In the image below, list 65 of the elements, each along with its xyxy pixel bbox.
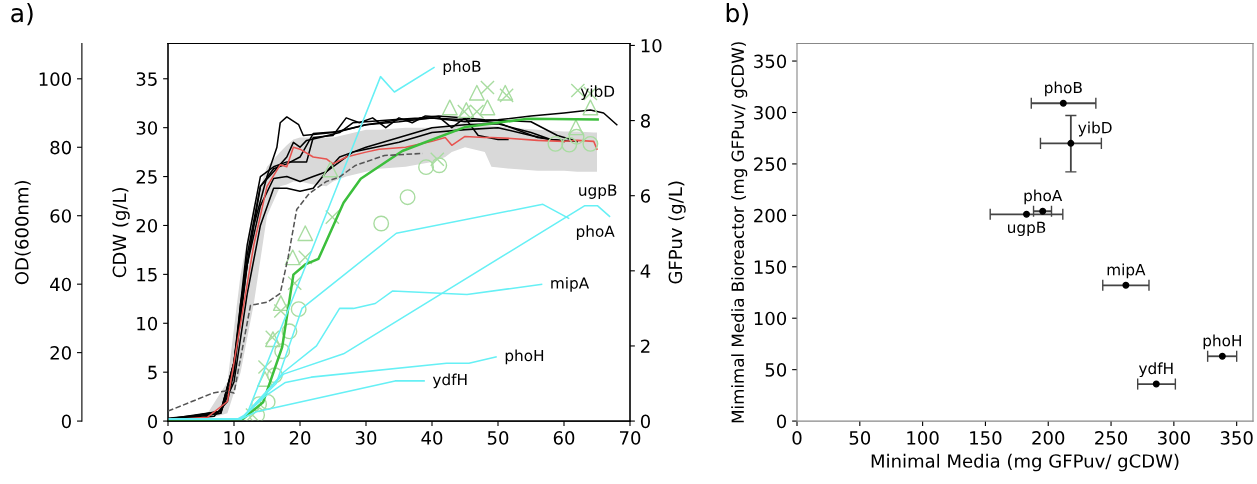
y-axis-title: CDW (g/L) [112, 187, 130, 278]
y-tick-label: 250 [754, 157, 787, 172]
x-tick-label: 60 [553, 431, 575, 445]
y2-tick-label: 8 [640, 114, 650, 128]
series-label: ydfH [1138, 362, 1173, 378]
series-label: ydfH [432, 373, 467, 389]
y3-tick-label: 100 [39, 72, 71, 86]
y3-tick-label: 60 [50, 209, 71, 223]
series-label: phoA [576, 225, 615, 240]
series-label: yibD [580, 85, 615, 100]
y-tick-label: 20 [136, 218, 158, 233]
x-tick-label: 100 [907, 431, 939, 445]
x-tick-label: 30 [355, 431, 377, 445]
y-tick-label: 150 [754, 260, 787, 274]
x-tick-label: 200 [1032, 431, 1065, 445]
y3-tick-label: 0 [61, 414, 71, 429]
y2-tick-label: 2 [641, 339, 650, 353]
y-tick-label: 0 [147, 414, 158, 429]
series-label: phoB [443, 60, 481, 75]
series-label: mipA [1107, 263, 1146, 279]
series-label: phoA [1024, 189, 1063, 205]
y-axis-title: Mimimal Media Bioreactor (mg GFPuv/ gCDW) [731, 42, 748, 423]
y-tick-label: 25 [136, 170, 157, 184]
y-tick-label: 35 [136, 72, 157, 86]
series-label: phoH [1203, 334, 1241, 350]
x-tick-label: 350 [1220, 431, 1253, 445]
y-tick-label: 50 [765, 363, 787, 377]
chart-title: a) [11, 3, 33, 26]
series-label: yibD [1078, 121, 1112, 137]
x-tick-label: 40 [421, 431, 443, 445]
chart-title: b) [726, 3, 748, 26]
x-tick-label: 0 [163, 431, 173, 445]
x-tick-label: 10 [224, 431, 245, 445]
y2-tick-label: 6 [640, 189, 651, 203]
y-tick-label: 350 [754, 54, 787, 69]
y-tick-label: 200 [754, 208, 787, 223]
y-tick-label: 100 [754, 311, 787, 326]
y-tick-label: 15 [137, 268, 157, 282]
y2-tick-label: 10 [641, 38, 662, 53]
y-tick-label: 5 [148, 365, 157, 380]
y3-tick-label: 80 [50, 140, 71, 155]
y2-axis-title: GFPuv (g/L) [668, 181, 686, 284]
x-tick-label: 300 [1158, 431, 1190, 445]
x-tick-label: 20 [289, 431, 311, 445]
series-label: phoH [505, 349, 544, 365]
y3-tick-label: 40 [50, 277, 71, 292]
series-label: ugpB [579, 184, 617, 199]
y3-axis-title: OD(600nm) [14, 181, 31, 285]
y-tick-label: 0 [776, 414, 787, 429]
x-axis-title: Minimal Media (mg GFPuv/ gCDW) [871, 453, 1179, 472]
x-tick-label: 150 [970, 431, 1002, 445]
series-label: phoB [1045, 81, 1082, 97]
x-tick-label: 0 [792, 431, 802, 445]
y-tick-label: 300 [754, 105, 787, 120]
y-tick-label: 30 [136, 121, 158, 135]
series-label: mipA [551, 276, 590, 292]
x-tick-label: 250 [1095, 431, 1128, 445]
y2-tick-label: 0 [640, 414, 651, 429]
x-tick-label: 70 [619, 431, 641, 445]
y2-tick-label: 4 [640, 264, 651, 278]
y-tick-label: 10 [137, 316, 158, 331]
x-tick-label: 50 [849, 431, 871, 445]
y3-tick-label: 20 [50, 346, 71, 360]
x-tick-label: 50 [487, 431, 509, 445]
series-label: ugpB [1008, 221, 1046, 237]
